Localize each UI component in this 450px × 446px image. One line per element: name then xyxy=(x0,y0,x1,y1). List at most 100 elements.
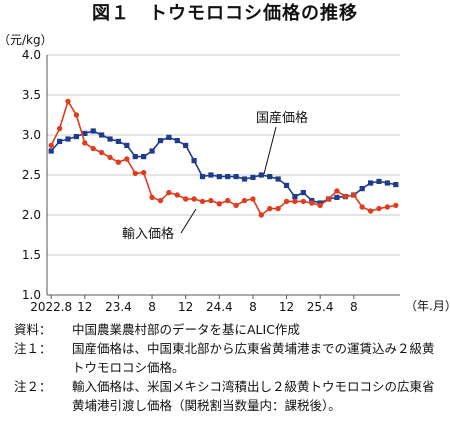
data-point xyxy=(384,180,390,186)
data-point xyxy=(359,204,365,210)
legend-label-domestic: 国産価格 xyxy=(256,110,308,126)
x-tick-label: 8 xyxy=(249,300,257,314)
x-tick-label: 12 xyxy=(77,300,92,314)
x-tick-label: 8 xyxy=(148,300,156,314)
data-point xyxy=(182,196,189,202)
data-point xyxy=(258,212,265,218)
data-point xyxy=(149,148,155,154)
data-point xyxy=(82,140,88,146)
data-point xyxy=(208,197,214,204)
data-point xyxy=(82,130,88,136)
data-point xyxy=(241,176,248,182)
series-import xyxy=(48,98,399,218)
data-point xyxy=(73,112,80,118)
note-1: 注１： 国産価格は、中国東北部から広東省黄埔港までの運賃込み２級黄トウモロコシ価… xyxy=(14,339,444,377)
data-point xyxy=(275,205,281,212)
x-tick-label: 2022.8 xyxy=(30,300,72,314)
x-tick-label: 8 xyxy=(350,300,358,314)
data-point xyxy=(56,125,63,132)
note-source: 資料： 中国農業農村部のデータを基にALIC作成 xyxy=(14,320,444,339)
data-point xyxy=(376,205,382,212)
note-text: 輸入価格は、米国メキシコ湾積出し２級黄トウモロコシの広東省黄埔港引渡し価格（関税… xyxy=(72,379,435,413)
data-point xyxy=(73,134,80,140)
axes xyxy=(46,55,400,299)
data-point xyxy=(115,159,122,165)
data-point xyxy=(241,197,248,204)
data-point xyxy=(309,200,315,206)
data-point xyxy=(191,158,197,164)
data-point xyxy=(393,202,399,209)
data-point xyxy=(267,174,273,180)
data-point xyxy=(225,197,231,204)
data-point xyxy=(233,202,239,209)
data-point xyxy=(199,174,206,180)
data-point xyxy=(157,197,164,204)
y-tick-label: 3.0 xyxy=(22,128,41,142)
data-point xyxy=(124,142,130,148)
tick-labels: 1.0 1.5 2.0 2.5 3.0 3.5 4.0 2022.8 12 23.4 8 12 24.4… xyxy=(22,48,358,314)
data-point xyxy=(48,148,54,154)
y-tick-label: 4.0 xyxy=(22,48,41,62)
data-point xyxy=(233,174,239,180)
data-point xyxy=(174,192,180,198)
y-tick-label: 3.5 xyxy=(22,88,41,102)
x-tick-label: 23.4 xyxy=(105,300,132,314)
data-point xyxy=(208,172,214,178)
y-tick-label: 2.0 xyxy=(22,208,41,222)
data-point xyxy=(300,198,307,205)
data-point xyxy=(292,198,298,205)
data-point xyxy=(48,142,54,149)
x-tick-label: 25.4 xyxy=(307,300,334,314)
data-point xyxy=(99,132,105,138)
data-point xyxy=(199,198,206,205)
data-point xyxy=(300,190,306,196)
data-point xyxy=(216,174,222,180)
chart-title: 図１ トウモロコシ価格の推移 xyxy=(92,3,358,24)
line-chart: （元/kg） （年.月） 1.0 1.5 2.0 2.5 3.0 3.5 4.0 2022.8… xyxy=(0,33,450,314)
leader-line-import xyxy=(180,208,197,234)
data-point xyxy=(258,172,264,178)
data-point xyxy=(367,180,374,186)
series-lines xyxy=(48,98,399,218)
note-key: 注２： xyxy=(14,379,52,394)
data-point xyxy=(90,145,96,152)
data-point xyxy=(107,154,113,161)
data-point xyxy=(107,136,113,142)
data-point xyxy=(342,193,349,200)
x-axis-label: （年.月） xyxy=(405,299,450,313)
data-point xyxy=(132,170,138,177)
y-axis-label: （元/kg） xyxy=(0,33,53,47)
data-point xyxy=(141,154,147,160)
data-point xyxy=(325,196,332,202)
data-point xyxy=(267,205,273,212)
data-point xyxy=(283,182,290,188)
data-point xyxy=(132,154,138,160)
data-point xyxy=(191,196,197,202)
note-text: 中国農業農村部のデータを基にALIC作成 xyxy=(72,322,300,337)
data-point xyxy=(376,178,382,184)
legend-label-import: 輸入価格 xyxy=(122,226,174,242)
note-2: 注２： 輸入価格は、米国メキシコ湾積出し２級黄トウモロコシの広東省黄埔港引渡し価… xyxy=(14,377,444,415)
data-point xyxy=(393,182,399,188)
leader-line-domestic xyxy=(263,126,277,175)
data-point xyxy=(317,202,323,209)
data-point xyxy=(65,136,71,142)
data-point xyxy=(98,149,105,156)
data-point xyxy=(90,128,96,134)
data-point xyxy=(216,201,222,207)
y-tick-label: 2.5 xyxy=(22,168,41,182)
data-point xyxy=(359,186,365,192)
data-point xyxy=(275,176,281,182)
x-tick-label: 12 xyxy=(178,300,193,314)
note-text: 国産価格は、中国東北部から広東省黄埔港までの運賃込み２級黄トウモロコシ価格。 xyxy=(72,341,435,375)
data-point xyxy=(166,134,172,140)
data-point xyxy=(157,138,164,144)
data-point xyxy=(292,194,298,200)
x-tick-label: 12 xyxy=(279,300,294,314)
data-point xyxy=(334,194,340,200)
data-point xyxy=(225,174,231,180)
data-point xyxy=(334,188,340,194)
data-point xyxy=(183,142,189,148)
series-domestic xyxy=(48,128,399,206)
data-point xyxy=(367,208,374,214)
